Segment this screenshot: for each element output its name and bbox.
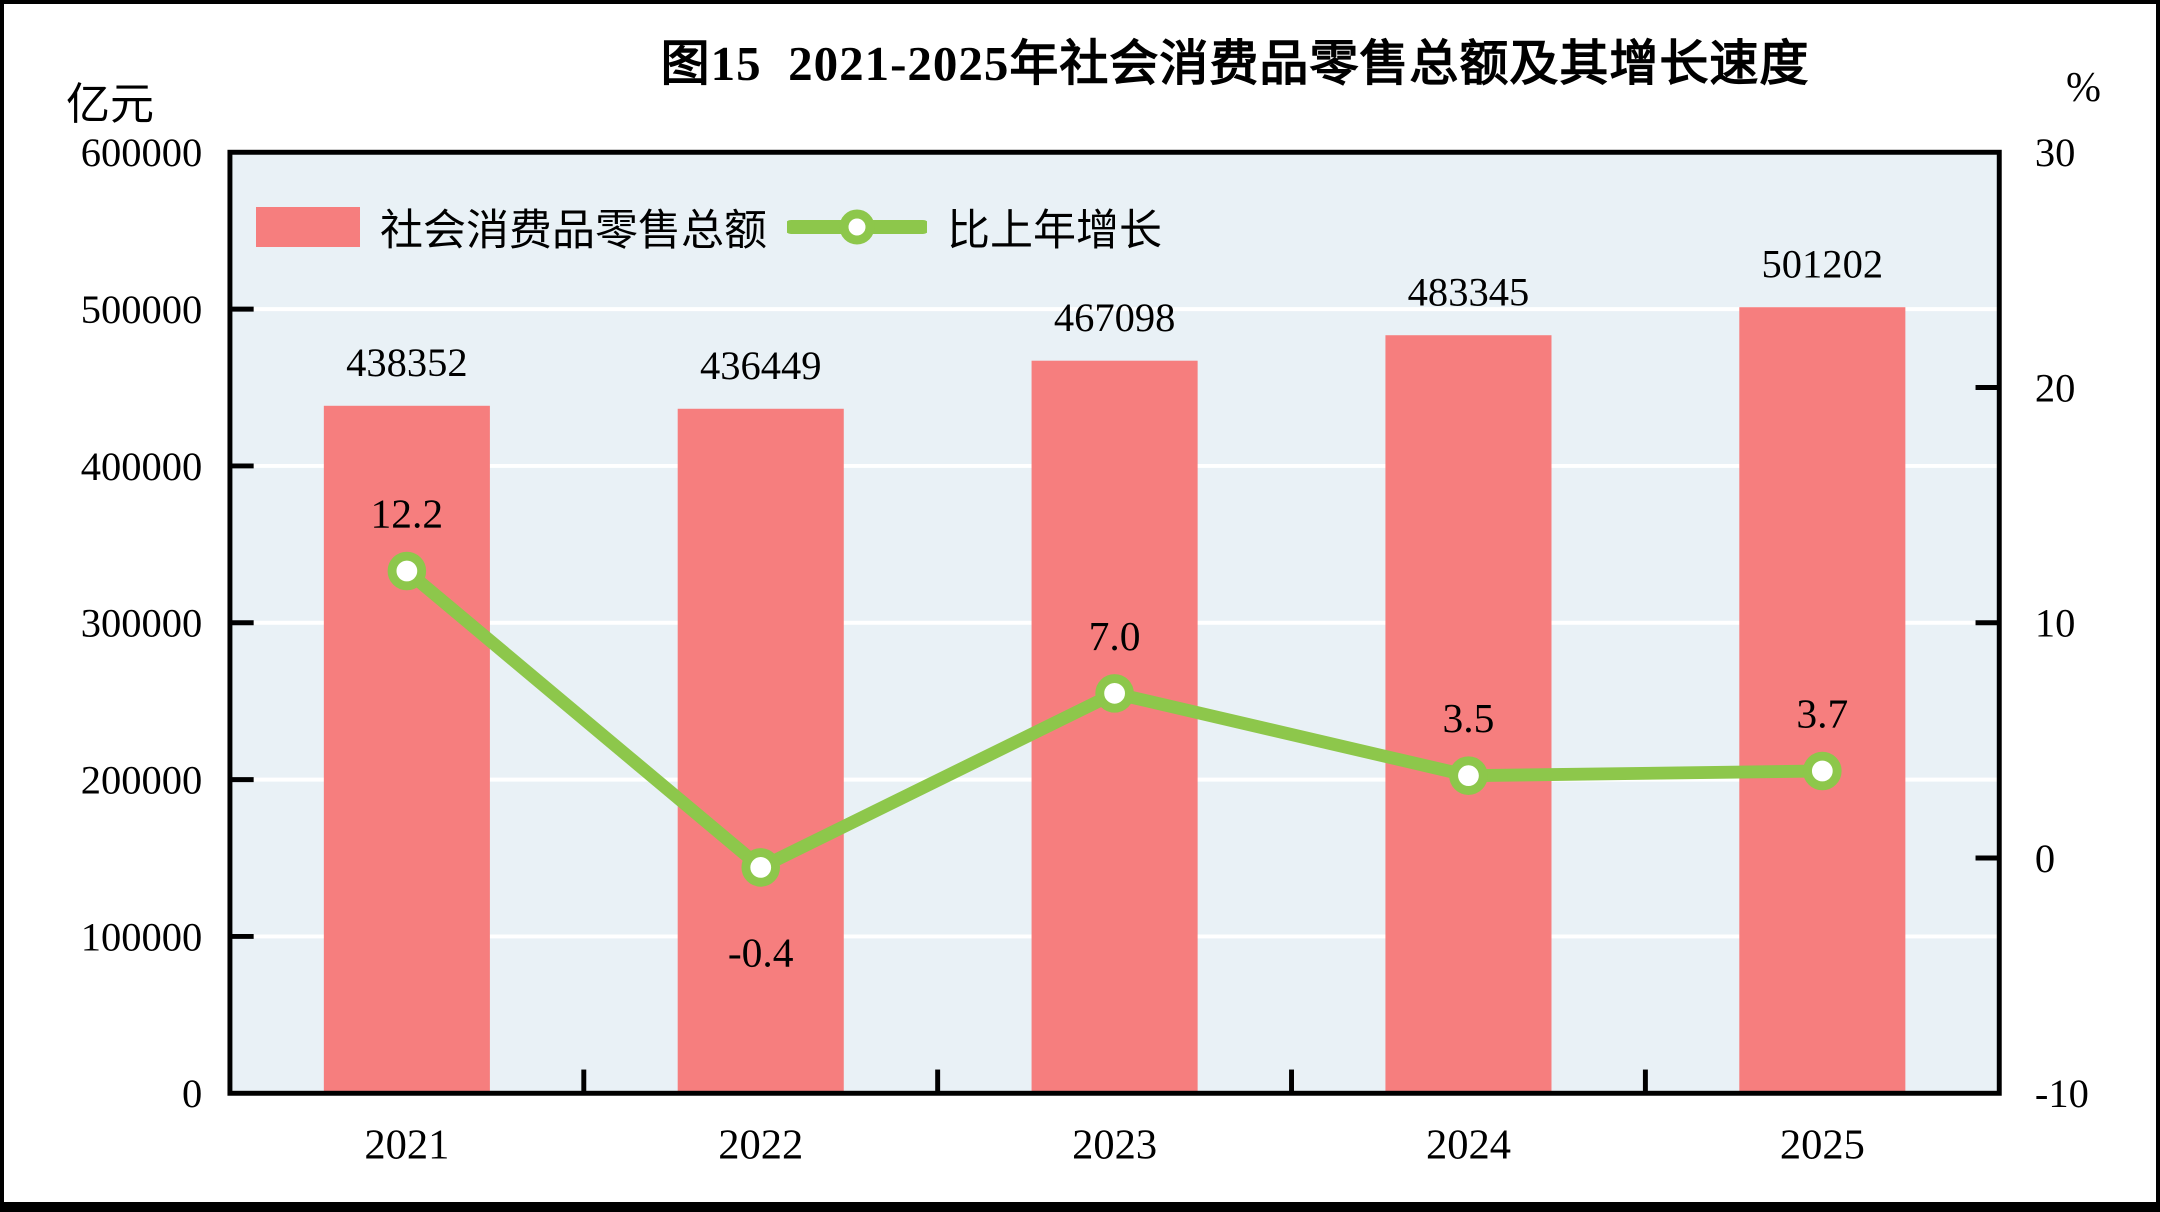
chart-plot: 438352 436449 467098 483345 501202 12.2 -0.4 7.… [81, 130, 2089, 1169]
line-value-label-2021: 12.2 [371, 491, 444, 537]
bar-value-label-2022: 436449 [700, 343, 822, 388]
line-value-label-2025: 3.7 [1796, 690, 1848, 736]
x-axis-label-2023: 2023 [1072, 1122, 1157, 1169]
line-marker-2022 [741, 848, 781, 887]
x-axis-label-2025: 2025 [1780, 1122, 1865, 1169]
x-axis-label-2022: 2022 [718, 1122, 803, 1169]
bar-series-swatch-icon [256, 207, 360, 247]
legend-bar-label: 社会消费品零售总额 [380, 208, 767, 255]
bar-value-label-2023: 467098 [1054, 295, 1176, 340]
bar-2021 [323, 405, 490, 1094]
legend-item-line: 比上年增长 [787, 196, 1162, 258]
bar-2022 [677, 408, 844, 1094]
line-marker-2024 [1449, 756, 1488, 795]
right-axis-tick-label: 20 [2035, 365, 2076, 410]
bar-value-label-2024: 483345 [1408, 270, 1530, 315]
line-marker-2023 [1095, 674, 1134, 713]
left-axis-tick-label: 400000 [81, 444, 203, 489]
left-axis-tick-label: 100000 [81, 914, 203, 959]
line-marker-2025 [1803, 751, 1842, 791]
left-axis-tick-label: 500000 [81, 287, 203, 332]
right-axis-tick-label: 10 [2035, 601, 2076, 646]
line-value-label-2023: 7.0 [1089, 613, 1141, 659]
right-axis-tick-label: -10 [2035, 1071, 2089, 1116]
right-axis-unit-label: % [2066, 65, 2101, 111]
bar-value-label-2021: 438352 [346, 340, 468, 385]
legend-line-label: 比上年增长 [947, 208, 1162, 255]
bar-value-label-2025: 501202 [1762, 242, 1884, 287]
left-axis-tick-label: 200000 [81, 757, 203, 802]
line-series-marker-icon [787, 209, 927, 245]
x-axis-label-2024: 2024 [1426, 1122, 1511, 1169]
line-value-label-2022: -0.4 [728, 929, 794, 975]
right-axis-tick-label: 30 [2035, 130, 2076, 175]
legend-item-bar: 社会消费品零售总额 [256, 196, 767, 258]
right-axis-tick-label: 0 [2035, 836, 2055, 881]
x-axis-label-2021: 2021 [364, 1122, 449, 1169]
chart-legend: 社会消费品零售总额 比上年增长 [256, 196, 1162, 258]
chart-title: 图15 2021-2025年社会消费品零售总额及其增长速度 [660, 36, 1810, 91]
line-marker-2021 [387, 551, 427, 591]
left-axis-tick-label: 300000 [81, 601, 203, 646]
line-value-label-2024: 3.5 [1443, 695, 1495, 741]
bar-2024 [1385, 335, 1552, 1094]
left-axis-unit-label: 亿元 [66, 80, 154, 129]
left-axis-tick-label: 600000 [81, 130, 203, 175]
bar-2025 [1739, 307, 1906, 1094]
left-axis-tick-label: 0 [182, 1071, 202, 1116]
